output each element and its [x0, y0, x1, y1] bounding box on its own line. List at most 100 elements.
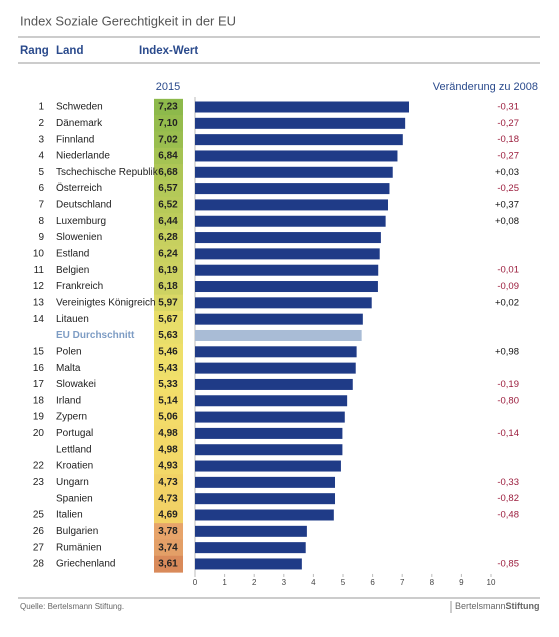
value-label: 6,68	[158, 167, 178, 178]
country: Italien	[56, 510, 83, 521]
value-cell	[154, 343, 183, 361]
value-label: 7,02	[158, 134, 178, 145]
value-cell	[154, 262, 183, 279]
x-tick-label: 7	[400, 578, 405, 587]
rank: 7	[38, 200, 44, 211]
country: Slowakei	[56, 379, 96, 390]
rank: 1	[38, 102, 44, 113]
bar	[195, 313, 363, 325]
change-label: -0,33	[497, 477, 519, 488]
value-label: 6,57	[158, 183, 178, 194]
country: Lettland	[56, 444, 92, 455]
rank: 20	[33, 428, 45, 439]
bar	[195, 476, 336, 488]
change-label: -0,48	[497, 510, 519, 521]
x-tick-label: 0	[193, 578, 198, 587]
value-cell	[154, 359, 183, 377]
change-label: +0,02	[495, 297, 519, 308]
x-tick-label: 1	[222, 578, 227, 587]
bar	[195, 542, 306, 554]
change-label: +0,37	[495, 199, 519, 210]
rank: 12	[33, 281, 45, 292]
rank: 10	[33, 249, 45, 260]
rank: 19	[33, 412, 45, 423]
value-cell	[154, 539, 183, 557]
country: Polen	[56, 346, 82, 357]
x-tick-label: 8	[430, 578, 435, 587]
rank: 15	[33, 346, 45, 357]
change-label: +0,98	[495, 346, 519, 357]
value-cell	[154, 278, 183, 296]
value-cell	[154, 392, 183, 410]
rank: 11	[34, 265, 45, 276]
x-tick-label: 3	[282, 578, 287, 587]
bar	[195, 166, 393, 178]
bar	[195, 558, 302, 570]
rank: 5	[38, 167, 44, 178]
bar	[195, 411, 345, 423]
bar	[195, 101, 410, 113]
value-cell	[154, 229, 183, 247]
value-cell	[154, 245, 183, 263]
x-tick-label: 10	[487, 578, 496, 587]
change-label: -0,09	[497, 281, 519, 292]
country: Rumänien	[56, 542, 102, 553]
change-label: -0,25	[497, 183, 519, 194]
logo: BertelsmannStiftung	[455, 601, 540, 611]
change-label: -0,27	[497, 150, 519, 161]
source: Quelle: Bertelsmann Stiftung.	[20, 602, 124, 611]
value-cell	[154, 164, 183, 181]
bar	[195, 493, 336, 505]
country: Litauen	[56, 314, 89, 325]
country: Griechenland	[56, 559, 115, 570]
bar	[195, 134, 403, 146]
value-cell	[154, 474, 183, 492]
value-label: 4,73	[158, 493, 178, 504]
value-label: 4,98	[158, 444, 178, 455]
country: Dänemark	[56, 118, 103, 129]
country: Deutschland	[56, 200, 112, 211]
country: Malta	[56, 363, 81, 374]
rank: 18	[33, 395, 45, 406]
rank: 16	[33, 363, 45, 374]
rank: 26	[33, 526, 45, 537]
value-cell	[154, 213, 183, 230]
rank: 6	[38, 183, 44, 194]
change-label: -0,18	[497, 134, 519, 145]
country: Zypern	[56, 412, 87, 423]
value-label: 6,24	[158, 249, 178, 260]
country: Frankreich	[56, 281, 103, 292]
bar	[195, 362, 356, 374]
rank: 14	[33, 314, 45, 325]
value-header: Index-Wert	[139, 45, 198, 57]
country: EU Durchschnitt	[56, 330, 135, 341]
value-label: 3,78	[158, 526, 178, 537]
value-label: 5,67	[158, 314, 178, 325]
value-cell	[154, 294, 183, 312]
rank: 2	[38, 118, 44, 129]
country: Österreich	[56, 182, 102, 194]
change-label: -0,19	[497, 379, 519, 390]
value-cell	[154, 555, 183, 573]
x-tick-label: 9	[459, 578, 464, 587]
country: Estland	[56, 249, 89, 260]
bar	[195, 281, 378, 293]
country: Portugal	[56, 428, 93, 439]
country: Schweden	[56, 102, 103, 113]
value-cell	[154, 506, 183, 524]
value-label: 6,84	[158, 151, 178, 162]
rank: 17	[33, 379, 45, 390]
value-label: 3,74	[158, 542, 178, 553]
x-tick-label: 6	[370, 578, 375, 587]
value-label: 4,69	[158, 510, 178, 521]
change-label: -0,85	[497, 558, 519, 569]
value-label: 7,23	[158, 102, 178, 113]
value-label: 5,43	[158, 363, 178, 374]
change-label: -0,31	[497, 102, 519, 113]
value-label: 6,52	[158, 200, 178, 211]
bar	[195, 427, 343, 439]
chart-title: Index Soziale Gerechtigkeit in der EU	[20, 13, 236, 28]
change-label: -0,80	[497, 395, 519, 406]
change-label: +0,03	[495, 167, 519, 178]
